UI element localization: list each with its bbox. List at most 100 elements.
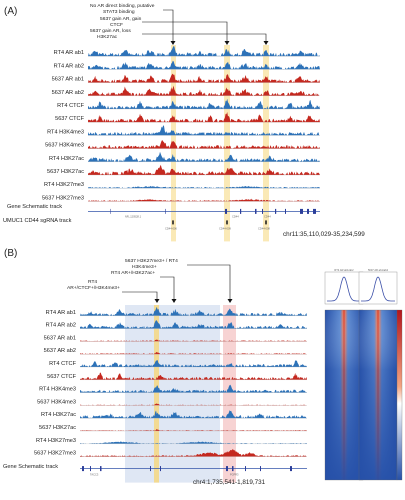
panel-b-coordinates: chr4:1,735,541-1,819,731 bbox=[193, 479, 266, 486]
panel-b-track-label: 5637 H3K27ac bbox=[39, 425, 76, 431]
panel-b-annotation-1: 5637 H3K27me3+ / RT4 bbox=[125, 258, 178, 264]
panel-a-gene-name: CD44 bbox=[264, 214, 271, 218]
panel-a-sgrna-mark bbox=[226, 220, 228, 225]
panel-b-gene-exon bbox=[290, 466, 292, 472]
panel-a-gene-track-label: Gene Schematic track bbox=[7, 204, 62, 210]
panel-a-annotation-1: No AR direct binding, putative bbox=[90, 3, 155, 9]
panel-b-tracks: RT4 AR ab1 RT4 AR ab2 5637 AR ab1 5637 AR a… bbox=[34, 305, 307, 483]
panel-a-sgrna-mark bbox=[172, 220, 174, 225]
heatmap-title: 5637 AR ab1/ab2 bbox=[368, 268, 389, 272]
panel-a-gene-name: CD44 bbox=[232, 214, 239, 218]
panel-b-annotation-arrows bbox=[154, 299, 233, 303]
panel-b-annotation-5: AR+/CTCF+/H3K4me3+ bbox=[67, 285, 120, 291]
heatmap-body-fade bbox=[325, 310, 363, 480]
panel-b-track-label: RT4 H3K27me3 bbox=[36, 438, 76, 444]
panel-a-signal-track bbox=[88, 112, 320, 123]
panel-a-sgrna-name: CD44-008 bbox=[258, 226, 270, 230]
panel-a-sgrna-name: CD44-009 bbox=[219, 226, 231, 230]
panel-b-track-label: RT4 H3K27ac bbox=[41, 412, 76, 418]
panel-a-track-label: 5637 AR ab2 bbox=[52, 90, 84, 96]
panel-b-signal-track bbox=[80, 351, 307, 355]
panel-b-gene-exon bbox=[90, 466, 91, 472]
panel-a-signal-track bbox=[88, 151, 320, 162]
panel-a-signal-track bbox=[88, 98, 320, 109]
panel-b-signal-track bbox=[80, 448, 307, 457]
panel-a-annotation-2: STAT3 binding bbox=[103, 9, 135, 15]
panel-a-annotation-3: 5637 gain AR, gain bbox=[100, 16, 142, 22]
panel-b-annotation-3: RT4 AR+/H3K27ac+ bbox=[111, 270, 155, 276]
panel-b-gene-exon bbox=[260, 466, 261, 472]
panel-a-tracks: RT4 AR ab1 RT4 AR ab2 5637 AR ab1 5637 AR a… bbox=[42, 45, 320, 242]
panel-b-track-label: 5637 CTCF bbox=[47, 374, 76, 380]
panel-a-gene-exon bbox=[262, 208, 263, 214]
panel-b-signal-track bbox=[80, 359, 307, 367]
panel-b-highlight-blue bbox=[125, 305, 220, 483]
panel-a-signal-track bbox=[88, 198, 320, 202]
panel-b-annotation-lines bbox=[122, 264, 231, 300]
panel-a-gene-exon bbox=[300, 208, 303, 214]
panel-a-track-label: RT4 H3K27me3 bbox=[44, 182, 84, 188]
panel-b-track-label: 5637 AR ab2 bbox=[44, 348, 76, 354]
panel-a-signal-track bbox=[88, 60, 320, 70]
panel-a-gene-exon bbox=[225, 208, 227, 214]
panel-b-gene-exon bbox=[150, 466, 151, 472]
panel-a-gene-exon bbox=[313, 208, 316, 214]
panel-b-gene-name: FGFR3 bbox=[230, 473, 239, 477]
panel-b-track-label: RT4 H3K4me3 bbox=[39, 387, 76, 393]
panel-b-gene-exon bbox=[100, 466, 102, 472]
panel-a-highlight-region bbox=[224, 45, 230, 242]
panel-b-heatmaps: RT4 AR ab1/ab2 5637 AR ab1/ab2 bbox=[324, 268, 403, 481]
panel-a-track-label: 5637 H3K4me3 bbox=[45, 143, 84, 149]
panel-b-annotation-2: H3K4me3+ bbox=[132, 264, 157, 270]
panel-a-signal-track bbox=[88, 185, 320, 189]
panel-a-sgrna-track-label: UMUC1 CD44 sgRNA track bbox=[3, 218, 72, 224]
panel-a-annotation-5: 5637 gain AR, loss bbox=[90, 28, 131, 34]
panel-b-gene-exon bbox=[226, 466, 228, 472]
panel-a-gene-exon bbox=[165, 208, 166, 214]
panel-a-signal-track bbox=[88, 140, 320, 149]
heatmap-body-fade bbox=[359, 310, 397, 480]
panel-b-highlight-pink bbox=[223, 305, 236, 483]
panel-b-track-label: RT4 CTCF bbox=[49, 361, 77, 367]
panel-b-label: (B) bbox=[4, 248, 17, 259]
panel-a-signal-track bbox=[88, 85, 320, 96]
panel-b-annotation-4: RT4 bbox=[88, 279, 97, 285]
panel-a-highlight-region bbox=[263, 45, 269, 242]
panel-b-signal-track bbox=[80, 320, 307, 329]
panel-a-signal-track bbox=[88, 73, 320, 83]
panel-a-gene-name: NR_120528.1 bbox=[125, 214, 142, 218]
heatmap-title: RT4 AR ab1/ab2 bbox=[334, 268, 354, 272]
panel-a-annotation-4: CTCF bbox=[110, 22, 123, 28]
heatmap-colorbar bbox=[396, 309, 403, 481]
panel-a-sgrna-mark bbox=[265, 220, 267, 225]
panel-b-gene-exon bbox=[82, 466, 84, 472]
panel-a-annotation-6: H3K27ac bbox=[97, 34, 118, 40]
panel-a-gene-exon bbox=[240, 208, 242, 214]
panel-b-highlight-yellow bbox=[154, 305, 159, 483]
panel-b-track-label: 5637 H3K27me3 bbox=[34, 451, 76, 457]
panel-a-signal-track bbox=[88, 46, 320, 57]
panel-b-gene-exon bbox=[232, 466, 234, 472]
panel-a-annotation-lines bbox=[142, 9, 267, 42]
panel-b-signal-track bbox=[80, 384, 307, 393]
panel-a-track-label: 5637 AR ab1 bbox=[52, 77, 84, 83]
panel-b-gene-exon bbox=[160, 466, 161, 472]
panel-a-signal-track bbox=[88, 125, 320, 136]
heatmap-profile-curve bbox=[361, 276, 395, 302]
panel-a-track-label: 5637 CTCF bbox=[55, 116, 84, 122]
panel-b-gene-name: TACC3 bbox=[90, 473, 99, 477]
panel-a-gene-exon bbox=[307, 208, 309, 214]
panel-b-signal-track bbox=[80, 410, 307, 419]
panel-a-track-label: RT4 AR ab1 bbox=[54, 50, 84, 56]
panel-b-track-label: RT4 AR ab2 bbox=[46, 323, 76, 329]
panel-a-track-label: 5637 H3K27me3 bbox=[42, 195, 84, 201]
panel-a-sgrna-name: CD44-006 bbox=[165, 226, 177, 230]
panel-a-coordinates: chr11:35,110,029-35,234,599 bbox=[283, 231, 365, 238]
panel-a-gene-exon bbox=[110, 208, 111, 214]
panel-b-gene-track-label: Gene Schematic track bbox=[3, 464, 58, 470]
panel-b-signal-track bbox=[80, 372, 307, 380]
panel-a-track-label: RT4 AR ab2 bbox=[54, 63, 84, 69]
panel-a-gene-exon bbox=[285, 208, 286, 214]
panel-b-track-label: 5637 AR ab1 bbox=[44, 335, 76, 341]
